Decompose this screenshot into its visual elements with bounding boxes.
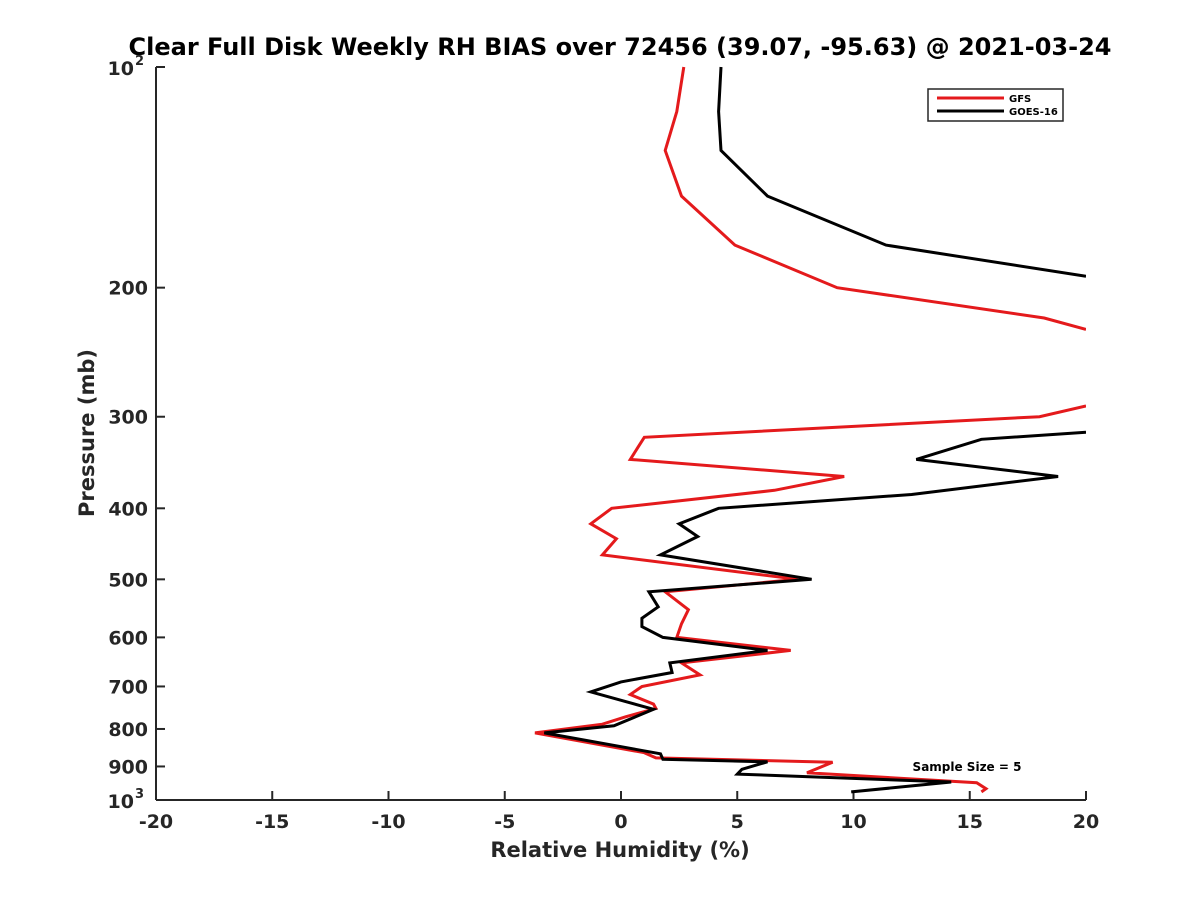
y-tick-label: 300 (108, 407, 148, 429)
sample-size-annotation: Sample Size = 5 (913, 760, 1022, 774)
y-tick-label: 200 (108, 278, 148, 300)
x-tick-label: -5 (494, 811, 515, 833)
legend-label-gfs: GFS (1009, 94, 1031, 105)
chart-title: Clear Full Disk Weekly RH BIAS over 7245… (129, 33, 1112, 61)
y-tick-label: 700 (108, 676, 148, 698)
legend-label-goes-16: GOES-16 (1009, 107, 1058, 118)
y-tick-label: 800 (108, 719, 148, 741)
y-tick-exponent: 3 (135, 787, 144, 802)
x-axis-label: Relative Humidity (%) (490, 838, 749, 862)
y-tick-label: 10 (108, 58, 134, 80)
series-line-goes-16 (717, 66, 1086, 278)
y-tick-label: 400 (108, 498, 148, 520)
x-tick-label: -10 (371, 811, 405, 833)
series-line-goes-16 (544, 430, 1086, 794)
x-tick-label: 0 (614, 811, 627, 833)
x-tick-label: 5 (731, 811, 744, 833)
series-group (534, 66, 1086, 794)
x-tick-label: 15 (957, 811, 983, 833)
x-tick-label: -15 (255, 811, 289, 833)
y-tick-label: 600 (108, 627, 148, 649)
y-tick-label: 500 (108, 569, 148, 591)
legend-box (927, 88, 1064, 122)
series-line-gfs (663, 66, 1086, 331)
legend: GFS GOES-16 (927, 88, 1064, 122)
y-axis-label: Pressure (mb) (75, 349, 99, 517)
y-tick-label: 10 (108, 791, 134, 813)
series-line-gfs (534, 404, 1086, 794)
x-tick-label: 20 (1073, 811, 1099, 833)
y-tick-exponent: 2 (135, 54, 144, 69)
x-tick-label: 10 (840, 811, 866, 833)
x-tick-label: -20 (139, 811, 173, 833)
y-tick-label: 900 (108, 756, 148, 778)
